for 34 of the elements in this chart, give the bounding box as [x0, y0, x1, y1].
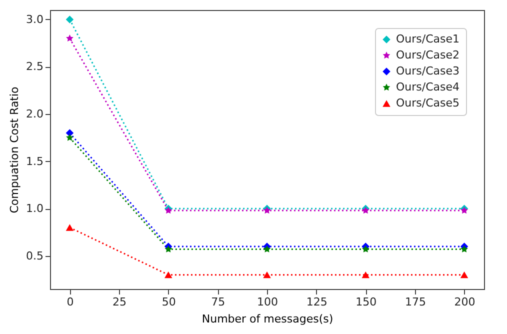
y-tick-label: 0.5	[26, 249, 44, 262]
y-tick-label: 1.5	[26, 154, 44, 168]
x-tick-label: 50	[162, 296, 176, 308]
point	[66, 16, 74, 24]
x-tick-label: 175	[404, 296, 426, 308]
point	[460, 271, 468, 278]
point	[362, 245, 370, 252]
y-axis-title: Compuation Cost Ratio	[8, 86, 22, 214]
legend-label: Ours/Case1	[396, 32, 460, 46]
x-tick-label: 75	[211, 296, 226, 308]
x-tick-label: 150	[356, 296, 377, 308]
x-tick-label: 200	[454, 296, 476, 308]
x-tick-label: 100	[257, 296, 278, 308]
legend-label: Ours/Case2	[396, 48, 460, 62]
point	[164, 245, 172, 252]
point	[460, 245, 468, 252]
x-axis-title: Number of messages(s)	[202, 312, 334, 326]
point	[66, 34, 74, 42]
point	[66, 134, 74, 141]
legend-label: Ours/Case5	[396, 96, 460, 110]
point	[263, 271, 271, 278]
y-tick-label: 3.0	[26, 12, 44, 26]
y-tick-label: 2.0	[26, 108, 44, 121]
x-tick-label: 25	[112, 296, 127, 308]
legend-label: Ours/Case4	[396, 80, 460, 94]
point	[263, 245, 271, 252]
point	[164, 271, 172, 278]
point	[362, 271, 370, 278]
x-tick-label: 0	[66, 296, 74, 308]
legend-label: Ours/Case3	[396, 64, 460, 78]
x-tick-label: 125	[306, 296, 328, 308]
y-tick-label: 2.5	[26, 60, 44, 74]
y-tick-label: 1.0	[26, 202, 44, 216]
point	[66, 224, 74, 231]
